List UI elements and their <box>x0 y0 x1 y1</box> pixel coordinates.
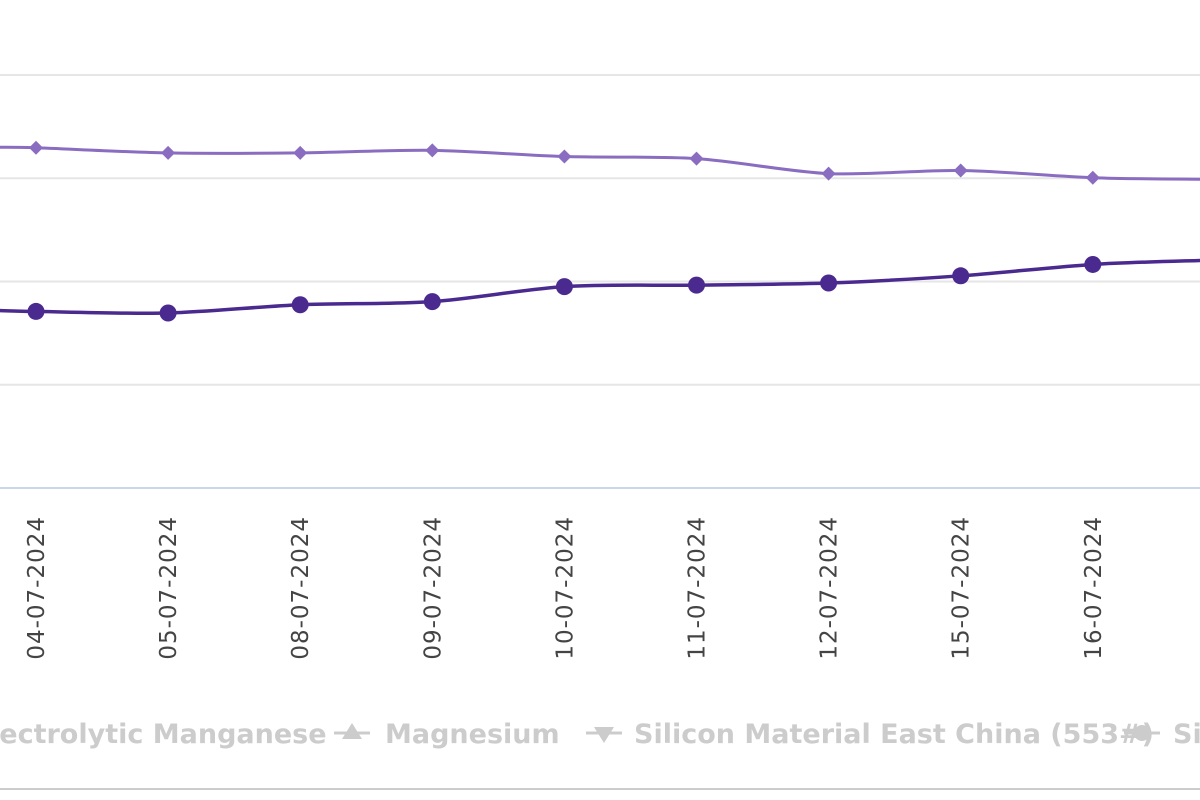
series-1-point-2[interactable] <box>291 296 309 314</box>
series-0-point-6[interactable] <box>821 166 836 181</box>
legend-item-2[interactable]: Silicon Material East China (553#) <box>586 719 1154 750</box>
series-1-point-1[interactable] <box>159 304 177 322</box>
legend-label-3: Sil <box>1173 719 1200 750</box>
x-tick-label-3: 09-07-2024 <box>420 516 446 660</box>
x-tick-label-0: 04-07-2024 <box>24 516 50 660</box>
series-1-point-0[interactable] <box>27 302 45 320</box>
legend-bottom-rule <box>0 788 1200 790</box>
series-0-point-5[interactable] <box>689 151 704 166</box>
series-1-point-7[interactable] <box>952 267 970 285</box>
series-0 <box>0 140 1200 185</box>
legend-item-0[interactable]: lectrolytic Manganese <box>0 719 327 750</box>
series-1-point-6[interactable] <box>820 274 838 292</box>
legend-label-2: Silicon Material East China (553#) <box>634 719 1154 750</box>
series-0-point-1[interactable] <box>161 145 176 160</box>
series-1 <box>0 255 1200 322</box>
series-1-point-3[interactable] <box>423 293 441 311</box>
series-0-point-4[interactable] <box>557 149 572 164</box>
x-axis-tick-labels: 04-07-2024 05-07-2024 08-07-2024 09-07-2024… <box>24 516 1107 660</box>
x-tick-label-6: 12-07-2024 <box>817 516 843 660</box>
series-1-point-5[interactable] <box>688 276 705 294</box>
legend-marker-1 <box>342 723 362 739</box>
legend-item-1[interactable]: Magnesium <box>334 719 560 750</box>
series-1-point-4[interactable] <box>555 278 573 296</box>
legend-label-1: Magnesium <box>385 719 560 750</box>
legend-marker-3 <box>1134 725 1150 741</box>
legend-marker-2 <box>594 727 614 743</box>
series-0-point-0[interactable] <box>29 140 43 155</box>
x-tick-label-5: 11-07-2024 <box>685 516 711 660</box>
legend-label-0: lectrolytic Manganese <box>0 719 327 750</box>
series-0-point-7[interactable] <box>953 163 968 178</box>
gridlines <box>0 73 1200 386</box>
series-0-point-3[interactable] <box>425 143 440 158</box>
series-1-line <box>0 258 1200 315</box>
series-0-point-2[interactable] <box>293 145 308 160</box>
x-tick-label-7: 15-07-2024 <box>949 516 975 660</box>
series-0-line <box>0 145 1200 181</box>
series-0-point-8[interactable] <box>1085 170 1100 185</box>
series-1-point-8[interactable] <box>1084 255 1102 273</box>
series-layer <box>0 140 1200 322</box>
x-tick-label-4: 10-07-2024 <box>552 516 578 660</box>
legend: lectrolytic Manganese Magnesium Silicon Ma… <box>0 719 1200 750</box>
x-tick-label-1: 05-07-2024 <box>156 516 182 660</box>
legend-item-3[interactable]: Sil <box>1124 719 1200 750</box>
x-tick-label-2: 08-07-2024 <box>288 516 314 660</box>
x-tick-label-8: 16-07-2024 <box>1081 516 1107 660</box>
